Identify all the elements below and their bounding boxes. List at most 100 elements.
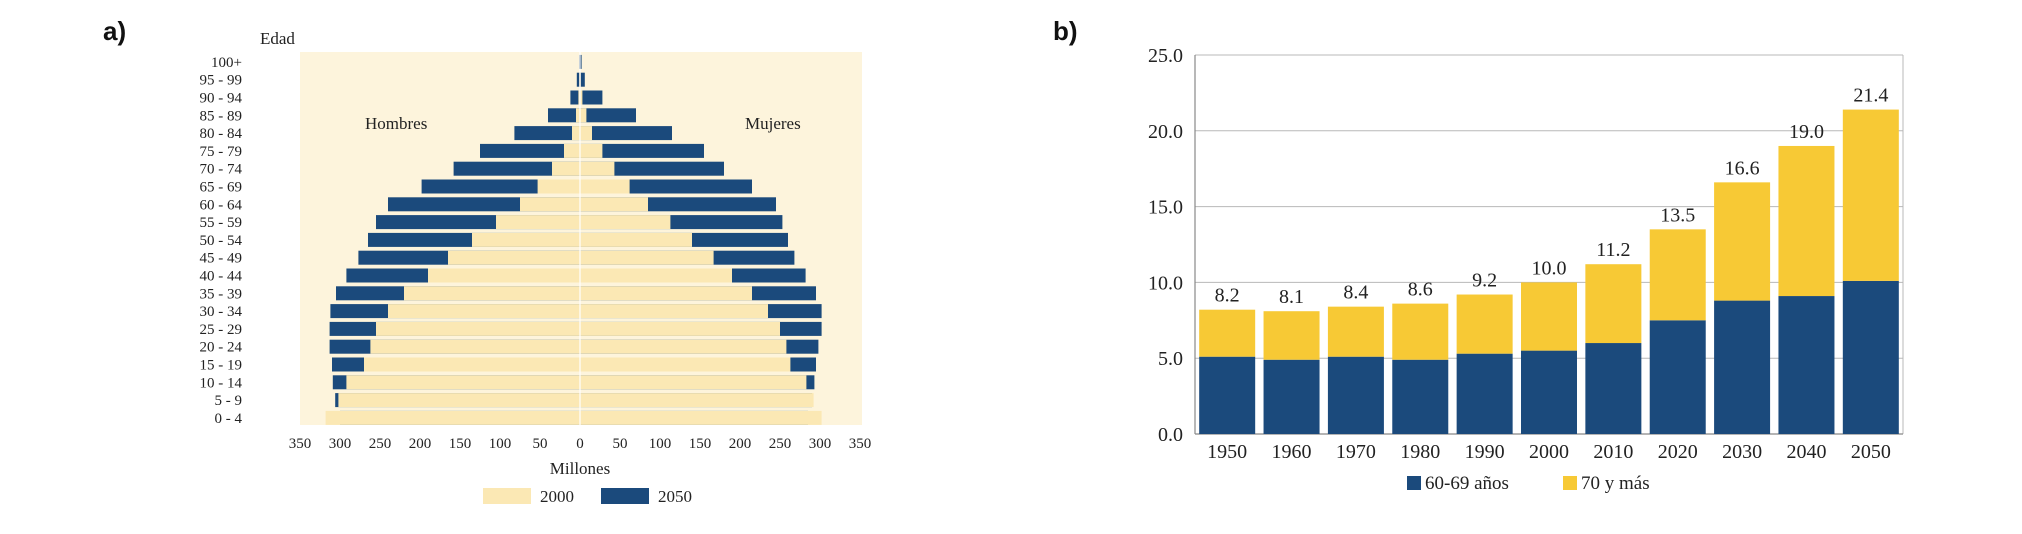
x-tick-label: 2030 bbox=[1722, 441, 1762, 463]
age-tick-label: 0 - 4 bbox=[215, 411, 243, 427]
bar-60-69 bbox=[1199, 356, 1256, 434]
age-tick-label: 15 - 19 bbox=[200, 358, 243, 374]
bar-2000-mujeres bbox=[580, 304, 768, 319]
bar-60-69 bbox=[1392, 359, 1449, 434]
age-tick-label: 100+ bbox=[211, 55, 242, 71]
x-tick-label: 150 bbox=[449, 436, 472, 452]
bar-total-label: 8.4 bbox=[1343, 282, 1368, 304]
age-tick-label: 30 - 34 bbox=[200, 304, 243, 320]
bar-2000-hombres bbox=[496, 215, 580, 230]
bar-2000-hombres bbox=[564, 143, 580, 158]
x-tick-label: 250 bbox=[769, 436, 792, 452]
age-tick-label: 35 - 39 bbox=[200, 286, 243, 302]
legend-swatch-2050 bbox=[601, 488, 649, 504]
y-tick-label: 5.0 bbox=[1158, 348, 1183, 370]
bar-total-label: 8.2 bbox=[1215, 285, 1240, 307]
bar-2050-mujeres bbox=[580, 161, 724, 176]
age-tick-label: 25 - 29 bbox=[200, 322, 243, 338]
bar-total-label: 8.6 bbox=[1408, 279, 1433, 301]
x-tick-label: 200 bbox=[729, 436, 752, 452]
bar-2000-hombres bbox=[338, 393, 580, 408]
age-tick-label: 55 - 59 bbox=[200, 215, 243, 231]
y-axis-title: Edad bbox=[260, 29, 295, 48]
bar-60-69 bbox=[1585, 343, 1642, 434]
bar-2000-hombres bbox=[520, 197, 580, 212]
y-tick-label: 0.0 bbox=[1158, 424, 1183, 446]
bar-2000-hombres bbox=[346, 375, 580, 390]
bar-60-69 bbox=[1263, 359, 1320, 434]
panel-b-label: b) bbox=[1053, 16, 1078, 46]
legend-label-2000: 2000 bbox=[540, 487, 574, 506]
bar-2050-mujeres bbox=[580, 72, 585, 87]
x-tick-label: 2000 bbox=[1529, 441, 1569, 463]
age-tick-label: 65 - 69 bbox=[200, 180, 243, 196]
x-tick-label: 1990 bbox=[1465, 441, 1505, 463]
bar-total-label: 8.1 bbox=[1279, 286, 1304, 308]
bar-2000-hombres bbox=[578, 90, 580, 105]
bar-60-69 bbox=[1714, 300, 1771, 434]
age-tick-label: 85 - 89 bbox=[200, 108, 243, 124]
bar-2000-hombres bbox=[370, 339, 580, 354]
bar-2000-mujeres bbox=[580, 339, 787, 354]
bar-total-label: 10.0 bbox=[1532, 257, 1567, 279]
bar-70-plus bbox=[1327, 306, 1384, 357]
bar-2000-mujeres bbox=[580, 197, 648, 212]
x-tick-label: 2010 bbox=[1593, 441, 1633, 463]
bar-2050-hombres bbox=[514, 126, 580, 141]
bar-2000-hombres bbox=[576, 108, 580, 123]
y-tick-label: 20.0 bbox=[1148, 121, 1183, 143]
x-tick-label: 150 bbox=[689, 436, 712, 452]
x-tick-label: 200 bbox=[409, 436, 432, 452]
age-tick-label: 10 - 14 bbox=[200, 375, 243, 391]
x-tick-label: 350 bbox=[849, 436, 872, 452]
bar-60-69 bbox=[1649, 320, 1706, 434]
y-tick-label: 25.0 bbox=[1148, 45, 1183, 67]
x-tick-label: 250 bbox=[369, 436, 392, 452]
bar-2000-mujeres bbox=[580, 410, 822, 425]
bar-2000-mujeres bbox=[580, 215, 671, 230]
bar-2000-mujeres bbox=[580, 143, 603, 158]
x-tick-label: 2050 bbox=[1851, 441, 1891, 463]
legend-swatch-70-plus bbox=[1563, 476, 1577, 490]
bar-70-plus bbox=[1456, 294, 1513, 354]
bar-2000-hombres bbox=[364, 357, 580, 372]
bar-2000-mujeres bbox=[580, 179, 630, 194]
bar-2050-hombres bbox=[480, 143, 580, 158]
bar-2050-hombres bbox=[548, 108, 580, 123]
legend-swatch-2000 bbox=[483, 488, 531, 504]
age-tick-label: 70 - 74 bbox=[200, 162, 243, 178]
bar-2000-mujeres bbox=[580, 90, 583, 105]
bar-60-69 bbox=[1327, 356, 1384, 434]
bar-2050-mujeres bbox=[580, 143, 704, 158]
bar-70-plus bbox=[1521, 282, 1577, 351]
bar-total-label: 16.6 bbox=[1725, 157, 1760, 179]
bar-total-label: 9.2 bbox=[1472, 270, 1497, 292]
bar-2000-mujeres bbox=[580, 161, 615, 176]
bar-2050-mujeres bbox=[580, 90, 603, 105]
x-tick-label: 1950 bbox=[1207, 441, 1247, 463]
x-tick-label: 50 bbox=[533, 436, 548, 452]
bar-60-69 bbox=[1521, 350, 1577, 434]
age-tick-label: 20 - 24 bbox=[200, 340, 243, 356]
y-tick-label: 10.0 bbox=[1148, 272, 1183, 294]
bar-60-69 bbox=[1456, 353, 1513, 434]
bar-70-plus bbox=[1649, 229, 1706, 321]
bar-2050-mujeres bbox=[580, 54, 582, 69]
age-tick-label: 95 - 99 bbox=[200, 73, 243, 89]
legend-label-2050: 2050 bbox=[658, 487, 692, 506]
bar-2000-mujeres bbox=[580, 250, 714, 265]
bar-2050-mujeres bbox=[580, 126, 672, 141]
bar-total-label: 11.2 bbox=[1596, 239, 1630, 261]
legend-swatch-60-69 bbox=[1407, 476, 1421, 490]
y-tick-label: 15.0 bbox=[1148, 197, 1183, 219]
bar-2000-hombres bbox=[404, 286, 580, 301]
bar-2000-mujeres bbox=[580, 321, 780, 336]
bar-total-label: 19.0 bbox=[1789, 121, 1824, 143]
x-tick-label: 50 bbox=[613, 436, 628, 452]
x-tick-label: 100 bbox=[649, 436, 672, 452]
age-tick-label: 40 - 44 bbox=[200, 269, 243, 285]
bar-total-label: 13.5 bbox=[1660, 204, 1695, 226]
x-tick-label: 300 bbox=[809, 436, 832, 452]
x-tick-label: 1980 bbox=[1400, 441, 1440, 463]
bar-2050-hombres bbox=[453, 161, 580, 176]
